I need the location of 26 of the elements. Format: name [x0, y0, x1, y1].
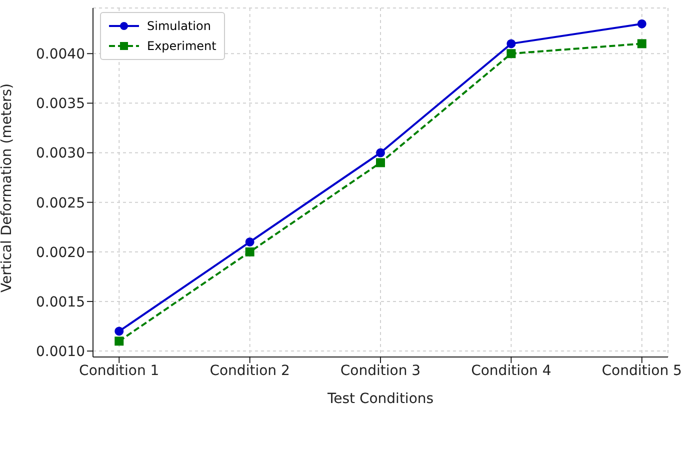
y-tick-label: 0.0020: [36, 244, 85, 261]
point: [376, 148, 385, 158]
y-tick-label: 0.0010: [36, 344, 85, 360]
x-tick-label: Condition 4: [471, 362, 552, 379]
point: [114, 336, 124, 346]
y-tick-label: 0.0015: [36, 294, 85, 310]
y-tick-label: 0.0025: [36, 195, 85, 212]
y-axis-title: Vertical Deformation (meters): [0, 83, 15, 292]
point: [245, 237, 254, 246]
point: [376, 158, 385, 168]
x-tick-label: Condition 3: [340, 362, 421, 379]
point: [637, 19, 646, 28]
y-tick-label: 0.0035: [36, 96, 85, 112]
x-tick-label: Condition 5: [602, 362, 682, 379]
point: [506, 39, 516, 48]
point: [114, 326, 124, 336]
x-tick-label: Condition 1: [79, 362, 160, 379]
point: [506, 49, 516, 58]
legend-label: Experiment: [147, 39, 216, 53]
point: [637, 39, 646, 48]
x-axis-title: Test Conditions: [326, 391, 434, 407]
x-tick-label: Condition 2: [210, 362, 290, 379]
y-tick-label: 0.0030: [36, 146, 85, 162]
point: [245, 247, 254, 256]
y-tick-label: 0.0040: [36, 46, 85, 63]
legend-label: Simulation: [147, 19, 211, 33]
